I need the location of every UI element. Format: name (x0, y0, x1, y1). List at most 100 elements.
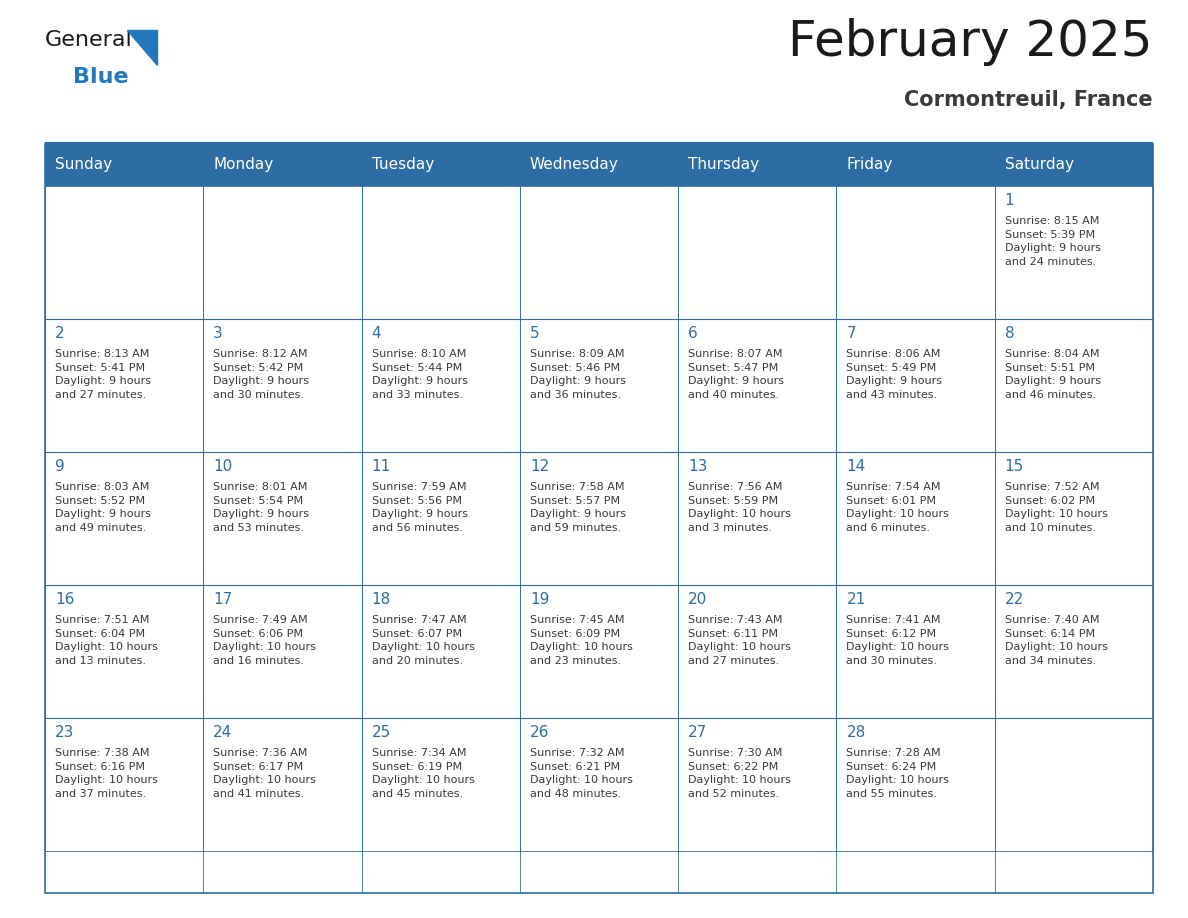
Text: Sunrise: 7:52 AM
Sunset: 6:02 PM
Daylight: 10 hours
and 10 minutes.: Sunrise: 7:52 AM Sunset: 6:02 PM Dayligh… (1005, 482, 1107, 532)
Text: Sunrise: 8:06 AM
Sunset: 5:49 PM
Daylight: 9 hours
and 43 minutes.: Sunrise: 8:06 AM Sunset: 5:49 PM Dayligh… (846, 349, 942, 400)
Bar (520, 186, 678, 319)
Bar (994, 144, 1154, 186)
Bar (678, 319, 836, 452)
Text: 20: 20 (688, 592, 707, 607)
Polygon shape (127, 30, 157, 65)
Text: Sunrise: 8:03 AM
Sunset: 5:52 PM
Daylight: 9 hours
and 49 minutes.: Sunrise: 8:03 AM Sunset: 5:52 PM Dayligh… (55, 482, 151, 532)
Bar (520, 144, 678, 186)
Text: 9: 9 (55, 459, 65, 474)
Bar (678, 144, 836, 186)
Text: Tuesday: Tuesday (372, 158, 434, 173)
Text: Sunrise: 7:30 AM
Sunset: 6:22 PM
Daylight: 10 hours
and 52 minutes.: Sunrise: 7:30 AM Sunset: 6:22 PM Dayligh… (688, 748, 791, 799)
Text: 12: 12 (530, 459, 549, 474)
Bar (203, 585, 361, 718)
Text: Monday: Monday (214, 158, 273, 173)
Bar (45, 144, 1154, 893)
Bar (994, 452, 1154, 585)
Text: 24: 24 (214, 725, 233, 740)
Text: 14: 14 (846, 459, 866, 474)
Bar (836, 718, 994, 851)
Text: 11: 11 (372, 459, 391, 474)
Text: 4: 4 (372, 326, 381, 341)
Text: Sunrise: 8:07 AM
Sunset: 5:47 PM
Daylight: 9 hours
and 40 minutes.: Sunrise: 8:07 AM Sunset: 5:47 PM Dayligh… (688, 349, 784, 400)
Text: Blue: Blue (72, 67, 128, 87)
Text: Sunrise: 7:56 AM
Sunset: 5:59 PM
Daylight: 10 hours
and 3 minutes.: Sunrise: 7:56 AM Sunset: 5:59 PM Dayligh… (688, 482, 791, 532)
Bar (836, 452, 994, 585)
Text: Wednesday: Wednesday (530, 158, 619, 173)
Bar (520, 452, 678, 585)
Bar (45, 452, 203, 585)
Text: Sunrise: 7:43 AM
Sunset: 6:11 PM
Daylight: 10 hours
and 27 minutes.: Sunrise: 7:43 AM Sunset: 6:11 PM Dayligh… (688, 615, 791, 666)
Bar (836, 144, 994, 186)
Text: Sunrise: 8:04 AM
Sunset: 5:51 PM
Daylight: 9 hours
and 46 minutes.: Sunrise: 8:04 AM Sunset: 5:51 PM Dayligh… (1005, 349, 1101, 400)
Text: Sunrise: 7:40 AM
Sunset: 6:14 PM
Daylight: 10 hours
and 34 minutes.: Sunrise: 7:40 AM Sunset: 6:14 PM Dayligh… (1005, 615, 1107, 666)
Bar (45, 144, 203, 186)
Text: 7: 7 (846, 326, 857, 341)
Bar (361, 319, 520, 452)
Text: 26: 26 (530, 725, 549, 740)
Text: Sunrise: 8:09 AM
Sunset: 5:46 PM
Daylight: 9 hours
and 36 minutes.: Sunrise: 8:09 AM Sunset: 5:46 PM Dayligh… (530, 349, 626, 400)
Text: 16: 16 (55, 592, 75, 607)
Text: Sunrise: 7:49 AM
Sunset: 6:06 PM
Daylight: 10 hours
and 16 minutes.: Sunrise: 7:49 AM Sunset: 6:06 PM Dayligh… (214, 615, 316, 666)
Bar (836, 319, 994, 452)
Text: 17: 17 (214, 592, 233, 607)
Bar (361, 186, 520, 319)
Text: 19: 19 (530, 592, 549, 607)
Bar (203, 718, 361, 851)
Bar (994, 186, 1154, 319)
Text: Sunrise: 8:12 AM
Sunset: 5:42 PM
Daylight: 9 hours
and 30 minutes.: Sunrise: 8:12 AM Sunset: 5:42 PM Dayligh… (214, 349, 309, 400)
Bar (45, 186, 203, 319)
Bar (520, 718, 678, 851)
Bar (361, 144, 520, 186)
Bar (361, 718, 520, 851)
Bar (203, 186, 361, 319)
Text: Sunrise: 8:13 AM
Sunset: 5:41 PM
Daylight: 9 hours
and 27 minutes.: Sunrise: 8:13 AM Sunset: 5:41 PM Dayligh… (55, 349, 151, 400)
Text: 21: 21 (846, 592, 866, 607)
Text: Sunrise: 7:58 AM
Sunset: 5:57 PM
Daylight: 9 hours
and 59 minutes.: Sunrise: 7:58 AM Sunset: 5:57 PM Dayligh… (530, 482, 626, 532)
Text: Sunrise: 7:51 AM
Sunset: 6:04 PM
Daylight: 10 hours
and 13 minutes.: Sunrise: 7:51 AM Sunset: 6:04 PM Dayligh… (55, 615, 158, 666)
Text: Friday: Friday (846, 158, 893, 173)
Bar (45, 319, 203, 452)
Text: 23: 23 (55, 725, 75, 740)
Bar (678, 585, 836, 718)
Text: February 2025: February 2025 (789, 18, 1154, 66)
Bar (361, 452, 520, 585)
Text: Saturday: Saturday (1005, 158, 1074, 173)
Bar (678, 718, 836, 851)
Text: 25: 25 (372, 725, 391, 740)
Bar (678, 452, 836, 585)
Bar (520, 319, 678, 452)
Text: 8: 8 (1005, 326, 1015, 341)
Text: Sunrise: 8:15 AM
Sunset: 5:39 PM
Daylight: 9 hours
and 24 minutes.: Sunrise: 8:15 AM Sunset: 5:39 PM Dayligh… (1005, 216, 1101, 267)
Bar (203, 319, 361, 452)
Text: Sunrise: 7:38 AM
Sunset: 6:16 PM
Daylight: 10 hours
and 37 minutes.: Sunrise: 7:38 AM Sunset: 6:16 PM Dayligh… (55, 748, 158, 799)
Bar (203, 144, 361, 186)
Text: 1: 1 (1005, 193, 1015, 208)
Text: 2: 2 (55, 326, 64, 341)
Text: 3: 3 (214, 326, 223, 341)
Text: Sunrise: 7:28 AM
Sunset: 6:24 PM
Daylight: 10 hours
and 55 minutes.: Sunrise: 7:28 AM Sunset: 6:24 PM Dayligh… (846, 748, 949, 799)
Text: Sunday: Sunday (55, 158, 112, 173)
Text: Sunrise: 7:45 AM
Sunset: 6:09 PM
Daylight: 10 hours
and 23 minutes.: Sunrise: 7:45 AM Sunset: 6:09 PM Dayligh… (530, 615, 633, 666)
Text: Cormontreuil, France: Cormontreuil, France (904, 90, 1154, 110)
Bar (994, 319, 1154, 452)
Text: Sunrise: 7:34 AM
Sunset: 6:19 PM
Daylight: 10 hours
and 45 minutes.: Sunrise: 7:34 AM Sunset: 6:19 PM Dayligh… (372, 748, 474, 799)
Text: 5: 5 (530, 326, 539, 341)
Text: 10: 10 (214, 459, 233, 474)
Bar (45, 585, 203, 718)
Bar (203, 452, 361, 585)
Text: Sunrise: 7:47 AM
Sunset: 6:07 PM
Daylight: 10 hours
and 20 minutes.: Sunrise: 7:47 AM Sunset: 6:07 PM Dayligh… (372, 615, 474, 666)
Bar (994, 585, 1154, 718)
Text: 13: 13 (688, 459, 708, 474)
Text: 18: 18 (372, 592, 391, 607)
Text: 22: 22 (1005, 592, 1024, 607)
Bar (45, 718, 203, 851)
Text: Sunrise: 7:59 AM
Sunset: 5:56 PM
Daylight: 9 hours
and 56 minutes.: Sunrise: 7:59 AM Sunset: 5:56 PM Dayligh… (372, 482, 468, 532)
Text: General: General (45, 30, 133, 50)
Bar (836, 186, 994, 319)
Bar (836, 585, 994, 718)
Bar (520, 585, 678, 718)
Text: Sunrise: 7:36 AM
Sunset: 6:17 PM
Daylight: 10 hours
and 41 minutes.: Sunrise: 7:36 AM Sunset: 6:17 PM Dayligh… (214, 748, 316, 799)
Text: Sunrise: 7:41 AM
Sunset: 6:12 PM
Daylight: 10 hours
and 30 minutes.: Sunrise: 7:41 AM Sunset: 6:12 PM Dayligh… (846, 615, 949, 666)
Text: 28: 28 (846, 725, 866, 740)
